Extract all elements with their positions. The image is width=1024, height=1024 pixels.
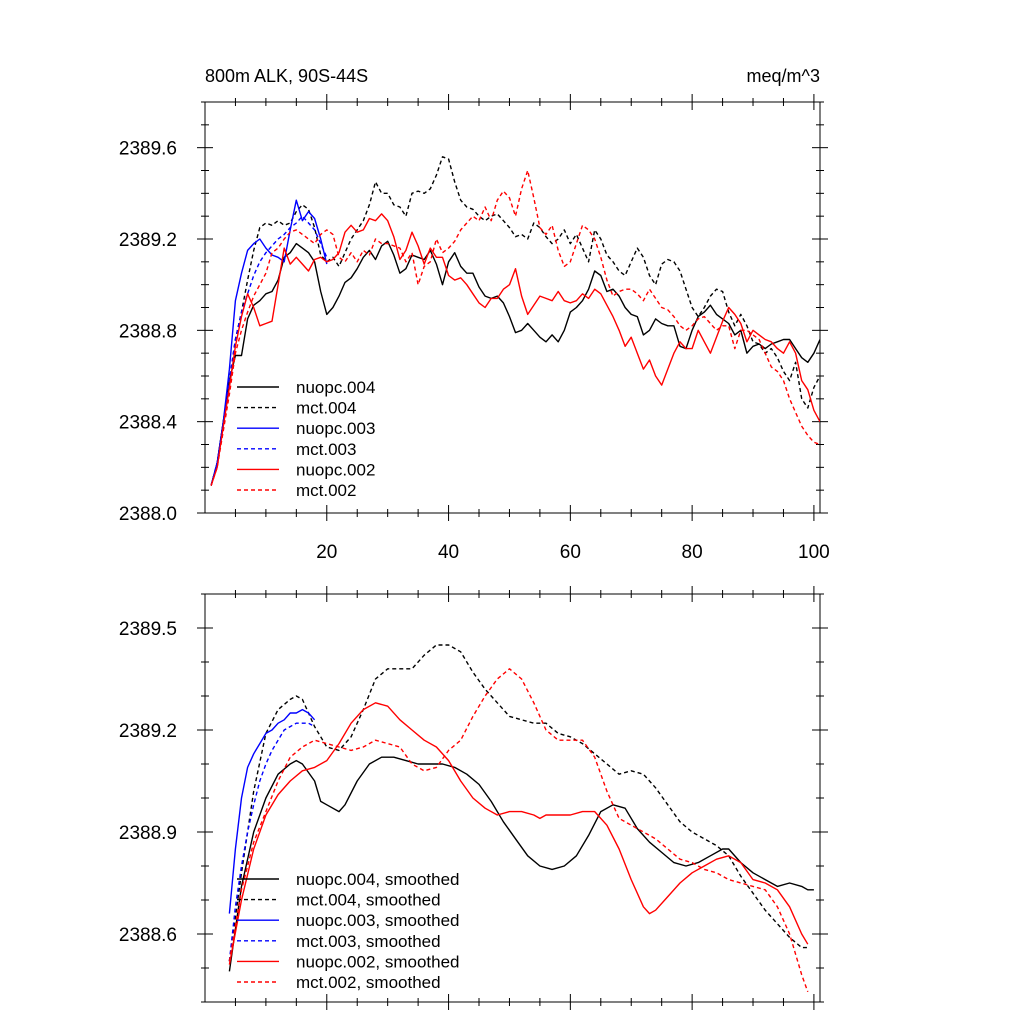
units-label: meq/m^3 [747,66,820,86]
y-tick-label: 2389.2 [119,230,177,251]
legend-label: nuopc.004, smoothed [296,870,460,889]
chart-title: 800m ALK, 90S-44S [205,66,368,86]
legend-label: nuopc.002, smoothed [296,952,460,971]
series-line [210,156,820,486]
legend-label: mct.003, smoothed [296,932,441,951]
series-group [228,644,814,993]
series-line [228,644,808,962]
series-line [210,215,328,486]
legend-label: nuopc.002 [296,460,375,479]
x-tick-label: 100 [798,542,830,563]
x-axis: 20 40 60 80 100 [234,94,830,563]
y-tick-label: 2389.6 [119,139,177,160]
series-line [210,169,820,486]
legend-label: nuopc.004 [296,378,375,397]
x-tick-label: 20 [316,542,337,563]
y-axis: 2388.6 2388.9 2389.2 2389.5 [119,593,828,1003]
x-tick-label: 60 [560,542,581,563]
y-tick-label: 2389.5 [119,619,177,640]
legend-label: mct.004, smoothed [296,891,441,910]
x-tick-label: 80 [682,542,703,563]
series-group [210,156,820,486]
x-tick-label: 40 [438,542,459,563]
bottom-chart-panel: 2388.6 2388.9 2389.2 2389.5 nuopc.004, smoot… [119,586,828,1010]
y-tick-label: 2388.0 [119,504,177,525]
series-line [228,756,814,972]
y-axis: 2388.0 2388.4 2388.8 2389.2 2389.6 [119,101,828,525]
y-tick-label: 2388.4 [119,413,178,434]
y-tick-label: 2389.2 [119,721,177,742]
legend-label: mct.003 [296,440,356,459]
y-tick-label: 2388.9 [119,823,177,844]
legend-label: nuopc.003 [296,419,375,438]
series-line [210,199,328,486]
legend-label: mct.002 [296,481,356,500]
y-tick-label: 2388.6 [119,925,177,946]
series-line [228,708,316,914]
series-line [228,668,809,993]
y-tick-label: 2388.8 [119,321,177,342]
legend-label: mct.004 [296,399,356,418]
series-line [228,722,315,962]
series-line [210,240,820,486]
legend-label: mct.002, smoothed [296,973,441,992]
top-chart-panel: 800m ALK, 90S-44S meq/m^3 20 40 60 80 100 238… [119,66,830,563]
legend-label: nuopc.003, smoothed [296,911,460,930]
series-line [228,702,809,965]
series-line [210,213,820,486]
x-axis [234,586,815,1010]
